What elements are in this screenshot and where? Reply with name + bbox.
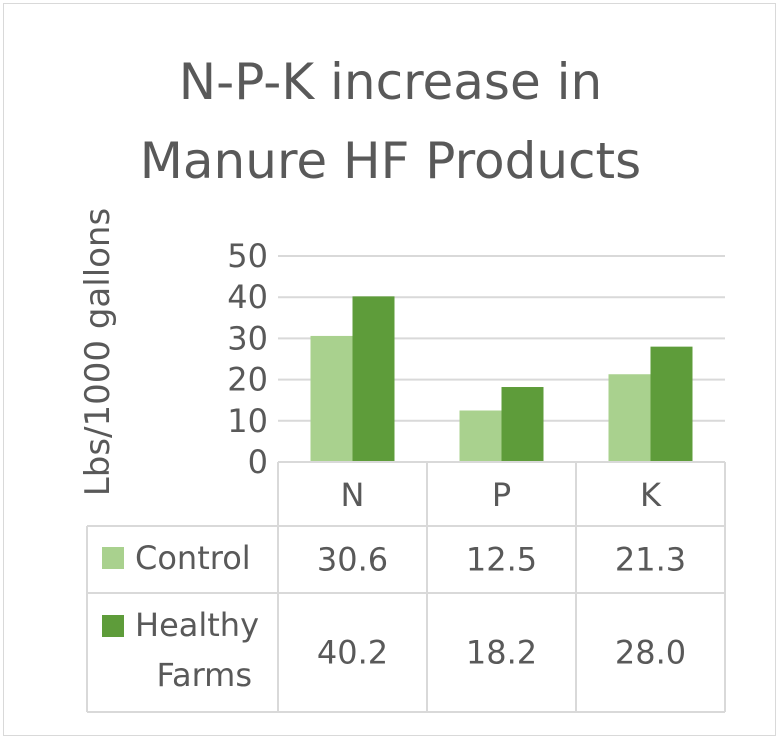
y-tick-label: 20 <box>227 361 268 399</box>
y-tick-label: 40 <box>227 278 268 316</box>
x-tick-label: K <box>640 476 662 514</box>
legend-label: Farms <box>156 656 252 694</box>
y-tick-label: 30 <box>227 319 268 357</box>
legend-label: Healthy <box>135 606 259 644</box>
y-tick-label: 50 <box>227 237 268 275</box>
bar <box>501 387 544 462</box>
bar <box>608 374 651 462</box>
table-cell-value: 30.6 <box>317 541 388 579</box>
x-tick-label: P <box>492 476 511 514</box>
chart-title-line-2: Manure HF Products <box>139 132 642 190</box>
table-cell-value: 18.2 <box>466 634 537 672</box>
bar <box>352 296 395 462</box>
chart-title-line-1: N-P-K increase in <box>178 53 603 111</box>
bar <box>310 335 353 462</box>
legend-key <box>102 615 124 637</box>
y-tick-label: 10 <box>227 402 268 440</box>
legend-label: Control <box>135 539 251 577</box>
bar <box>650 346 693 462</box>
x-tick-label: N <box>341 476 365 514</box>
table-cell-value: 12.5 <box>466 541 537 579</box>
bar <box>459 410 502 462</box>
table-cell-value: 40.2 <box>317 634 388 672</box>
table-cell-value: 28.0 <box>615 634 686 672</box>
y-tick-label: 0 <box>248 443 268 481</box>
table-cell-value: 21.3 <box>615 541 686 579</box>
legend-key <box>102 547 124 569</box>
